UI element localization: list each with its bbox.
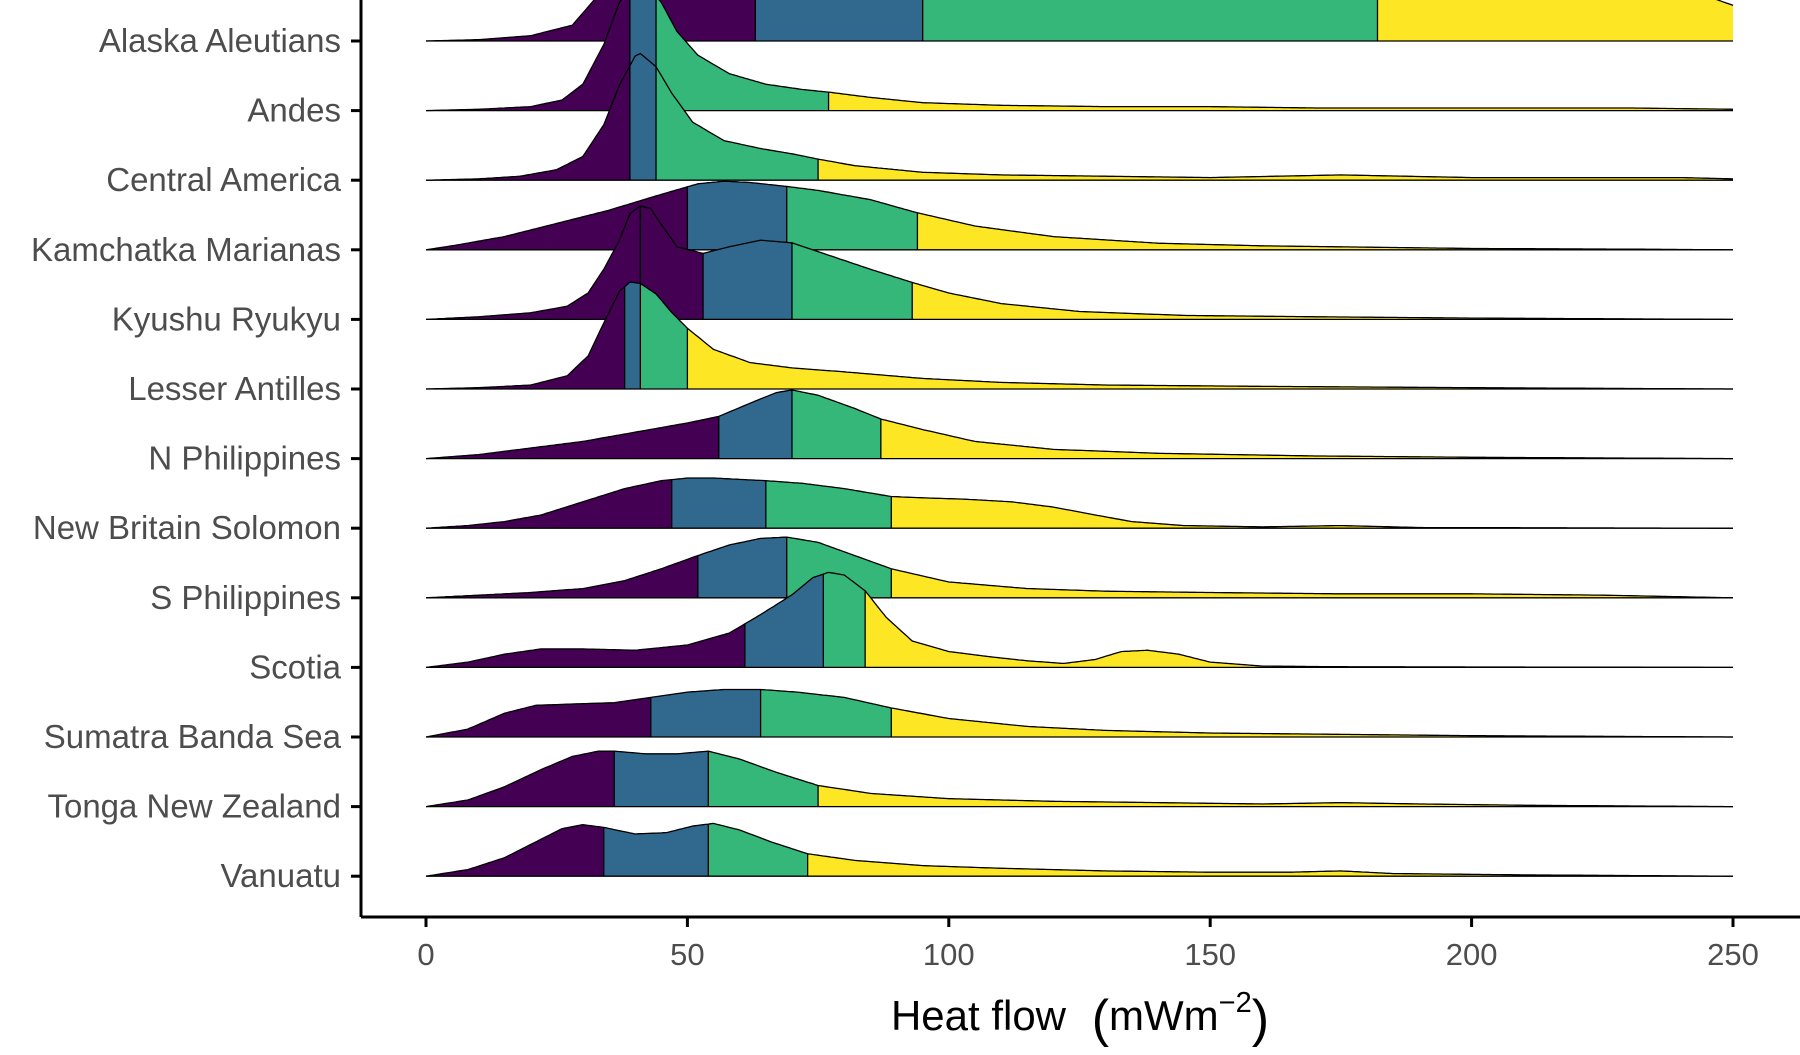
x-axis-title: Heat flow (mWm−2) [891,987,1269,1048]
y-tick-label-s-philippines: S Philippines [150,579,341,616]
ridge-alaska-aleutians-quartile-1 [426,0,756,41]
ridge-new-britain-solomon-quartile-2 [671,478,766,529]
y-tick-label-lesser-antilles: Lesser Antilles [128,370,341,407]
ridge-new-britain-solomon-quartile-3 [765,480,892,529]
y-tick-label-vanuatu: Vanuatu [221,857,342,894]
y-tick-label-kamchatka-marianas: Kamchatka Marianas [31,231,341,268]
y-tick-label-andes: Andes [247,92,341,129]
x-tick-label-200: 200 [1446,937,1498,972]
ridge-s-philippines-quartile-2 [697,537,787,598]
ridge-central-america-outline [425,52,1734,181]
x-tick-label-150: 150 [1184,937,1236,972]
x-tick-label-250: 250 [1707,937,1759,972]
ridge-n-philippines-quartile-3 [792,390,881,459]
ridge-kyushu-ryukyu-outline [425,205,1733,321]
ridge-kyushu-ryukyu-quartile-2 [703,240,792,320]
ridge-alaska-aleutians-quartile-2 [755,0,923,41]
ridge-sumatra-banda-sea-outline [425,688,1733,738]
ridge-new-britain-solomon-quartile-1 [426,479,672,529]
ridge-kamchatka-marianas-quartile-2 [687,181,787,250]
ridge-vanuatu-quartile-3 [708,823,808,877]
y-tick-label-alaska-aleutians: Alaska Aleutians [99,22,341,59]
ridge-vanuatu-outline [425,822,1733,877]
ridge-n-philippines-quartile-4 [880,419,1733,459]
ridge-n-philippines-quartile-2 [718,390,792,459]
y-tick-label-scotia: Scotia [249,648,341,685]
ridge-tonga-new-zealand-quartile-1 [426,751,615,807]
ridge-scotia-quartile-4 [865,590,1733,668]
y-tick-label-new-britain-solomon: New Britain Solomon [33,509,341,546]
ridge-vanuatu [425,822,1733,877]
ridges-group [425,0,1734,877]
y-axis: Alaska Aleutians Andes Central America Kamc… [31,0,363,917]
ridge-lesser-antilles-quartile-1 [426,286,625,389]
x-axis-title-text: Heat flow [891,992,1067,1039]
ridge-s-philippines-quartile-4 [891,568,1733,598]
ridge-s-philippines [425,536,1734,599]
ridge-andes-outline [425,0,1734,112]
y-tick-label-tonga-new-zealand: Tonga New Zealand [47,788,341,825]
x-tick-label-50: 50 [670,937,704,972]
ridge-scotia-quartile-1 [426,623,745,668]
x-axis: 0 50 100 150 200 250 [361,915,1800,972]
ridge-scotia [425,571,1733,669]
x-tick-label-100: 100 [923,937,975,972]
y-tick-label-n-philippines: N Philippines [148,440,341,477]
ridge-andes-quartile-3 [656,0,829,111]
ridge-vanuatu-quartile-4 [807,853,1733,877]
ridge-kyushu-ryukyu-quartile-4 [912,282,1733,320]
ridge-central-america [425,52,1734,181]
ridge-central-america-quartile-2 [629,53,656,181]
ridge-lesser-antilles-outline [425,281,1733,390]
x-axis-title-unit: mWm [1109,992,1219,1039]
ridge-sumatra-banda-sea-quartile-4 [891,708,1733,737]
x-tick-label-0: 0 [417,937,434,972]
ridge-s-philippines-outline [425,536,1734,599]
ridge-kyushu-ryukyu-quartile-3 [792,242,913,320]
y-tick-label-sumatra-banda-sea: Sumatra Banda Sea [44,718,342,755]
ridge-alaska-aleutians-quartile-4 [1377,0,1733,41]
ridge-lesser-antilles-quartile-2 [624,282,641,389]
ridge-andes-quartile-1 [426,0,630,111]
ridge-tonga-new-zealand-quartile-2 [614,751,709,807]
ridge-sumatra-banda-sea-quartile-2 [650,689,761,737]
ridge-sumatra-banda-sea-quartile-1 [426,697,651,737]
ridge-sumatra-banda-sea [425,688,1733,738]
ridge-vanuatu-quartile-2 [603,824,709,877]
ridge-tonga-new-zealand-quartile-3 [708,751,819,807]
ridge-lesser-antilles-quartile-3 [640,283,688,389]
ridge-vanuatu-quartile-1 [426,824,604,877]
ridge-alaska-aleutians-quartile-3 [922,0,1378,41]
ridge-new-britain-solomon [425,477,1733,529]
ridge-s-philippines-quartile-1 [426,555,698,598]
ridge-tonga-new-zealand-outline [425,750,1733,808]
ridge-lesser-antilles [425,281,1733,390]
ridge-kamchatka-marianas-outline [425,180,1733,251]
ridge-kamchatka-marianas-quartile-4 [917,212,1733,250]
ridge-sumatra-banda-sea-quartile-3 [760,689,892,737]
ridge-scotia-quartile-3 [823,572,866,668]
y-tick-label-central-america: Central America [106,161,341,198]
ridge-central-america-quartile-1 [426,65,630,181]
ridge-n-philippines-outline [425,389,1733,460]
ridge-tonga-new-zealand [425,750,1733,808]
ridge-kamchatka-marianas-quartile-3 [786,186,918,250]
ridge-n-philippines-quartile-1 [426,416,719,459]
y-tick-label-kyushu-ryukyu: Kyushu Ryukyu [112,300,341,337]
ridge-n-philippines [425,389,1733,460]
ridge-scotia-quartile-2 [744,574,824,668]
x-axis-title-unit-exponent: −2 [1219,987,1252,1019]
ridge-lesser-antilles-quartile-4 [687,328,1733,389]
ridge-new-britain-solomon-quartile-4 [891,496,1733,529]
